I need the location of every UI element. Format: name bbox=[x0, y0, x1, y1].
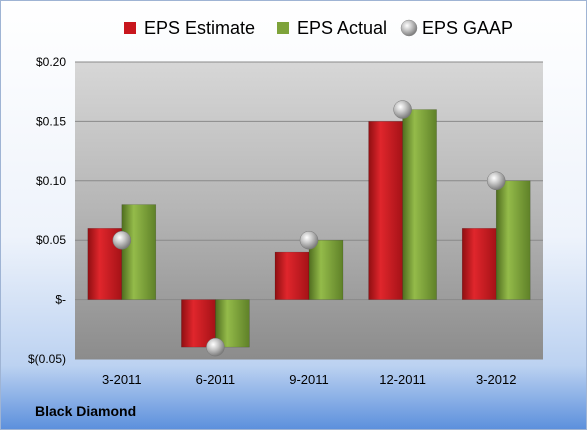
gaap-marker bbox=[299, 230, 319, 250]
gaap-marker bbox=[486, 171, 506, 191]
estimate-bar bbox=[274, 251, 310, 300]
estimate-bar bbox=[181, 299, 216, 348]
x-tick-label: 9-2011 bbox=[289, 372, 329, 387]
gaap-markers bbox=[112, 100, 506, 357]
y-tick-label: $(0.05) bbox=[28, 352, 66, 366]
gaap-marker bbox=[393, 100, 412, 119]
x-tick-label: 3-2012 bbox=[476, 372, 516, 387]
y-tick-label: $0.15 bbox=[36, 114, 66, 128]
actual-bar bbox=[495, 180, 531, 300]
legend: EPS Estimate EPS Actual EPS GAAP bbox=[124, 18, 513, 38]
legend-swatch bbox=[124, 22, 136, 34]
estimate-bar bbox=[461, 228, 497, 300]
gaap-marker bbox=[206, 337, 225, 357]
actual-bar bbox=[308, 239, 344, 300]
bars bbox=[87, 109, 531, 348]
actual-bar bbox=[215, 299, 250, 348]
y-tick-label: $0.20 bbox=[36, 55, 66, 69]
actual-bar bbox=[121, 204, 157, 300]
x-tick-label: 3-2011 bbox=[102, 372, 142, 387]
actual-bar bbox=[402, 109, 437, 300]
y-tick-label: $0.05 bbox=[36, 233, 66, 247]
company-name: Black Diamond bbox=[35, 403, 136, 419]
y-tick-label: $- bbox=[55, 293, 66, 307]
y-tick-label: $0.10 bbox=[36, 174, 66, 188]
legend-swatch bbox=[277, 22, 289, 34]
y-axis-ticks: $(0.05) $- $0.05 $0.10 $0.15 $0.20 bbox=[28, 55, 66, 366]
x-tick-label: 6-2011 bbox=[196, 372, 236, 387]
x-tick-label: 12-2011 bbox=[379, 372, 426, 387]
legend-label: EPS Estimate bbox=[144, 18, 255, 38]
x-axis-labels: 3-2011 6-2011 9-2011 12-2011 3-2012 bbox=[102, 372, 516, 387]
legend-swatch bbox=[400, 19, 418, 37]
gaap-marker bbox=[112, 230, 132, 250]
legend-label: EPS GAAP bbox=[422, 18, 513, 38]
legend-label: EPS Actual bbox=[297, 18, 387, 38]
estimate-bar bbox=[368, 121, 403, 300]
